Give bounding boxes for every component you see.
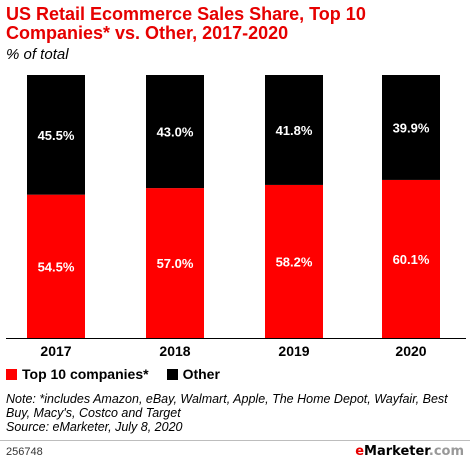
legend-label-top10: Top 10 companies*	[22, 366, 149, 382]
data-label-top10-2017: 54.5%	[38, 259, 75, 274]
note-text: Note: *includes Amazon, eBay, Walmart, A…	[6, 392, 448, 420]
bar-other-2017	[27, 75, 85, 195]
bar-other-2019	[265, 75, 323, 185]
data-label-other-2019: 41.8%	[276, 123, 313, 138]
data-label-top10-2020: 60.1%	[393, 252, 430, 267]
chart-subtitle: % of total	[6, 46, 69, 63]
bar-top10-2017	[27, 194, 85, 338]
data-label-other-2017: 45.5%	[38, 128, 75, 143]
chart-title: US Retail Ecommerce Sales Share, Top 10 …	[6, 4, 366, 43]
data-label-other-2018: 43.0%	[157, 125, 194, 140]
bar-other-2020	[382, 75, 440, 180]
data-label-top10-2018: 57.0%	[157, 256, 194, 271]
bar-other-2018	[146, 75, 204, 189]
legend-label-other: Other	[182, 366, 220, 382]
data-label-top10-2019: 58.2%	[276, 254, 313, 269]
stacked-bar-chart: 54.5% 45.5% 2017 57.0% 43.0% 2018 58.2% 41.8% 20…	[6, 75, 466, 359]
brand-logo: eMarketer.com	[355, 444, 464, 459]
bar-top10-2019	[265, 184, 323, 338]
x-tick-label-2018: 2018	[159, 343, 190, 359]
legend: Top 10 companies* Other	[6, 366, 238, 382]
x-tick-label-2020: 2020	[395, 343, 426, 359]
bar-top10-2018	[146, 188, 204, 338]
legend-swatch-top10	[6, 368, 17, 380]
source-text: Source: eMarketer, July 8, 2020	[6, 420, 183, 434]
footer-divider	[0, 440, 470, 441]
legend-item-other: Other	[166, 366, 220, 382]
chart-id: 256748	[6, 446, 43, 458]
bar-top10-2020	[382, 179, 440, 338]
legend-item-top10: Top 10 companies*	[6, 366, 149, 382]
x-tick-label-2019: 2019	[278, 343, 309, 359]
chart-notes: Note: *includes Amazon, eBay, Walmart, A…	[6, 392, 466, 434]
data-label-other-2020: 39.9%	[393, 120, 430, 135]
legend-swatch-other	[166, 368, 178, 380]
x-tick-label-2017: 2017	[40, 343, 71, 359]
